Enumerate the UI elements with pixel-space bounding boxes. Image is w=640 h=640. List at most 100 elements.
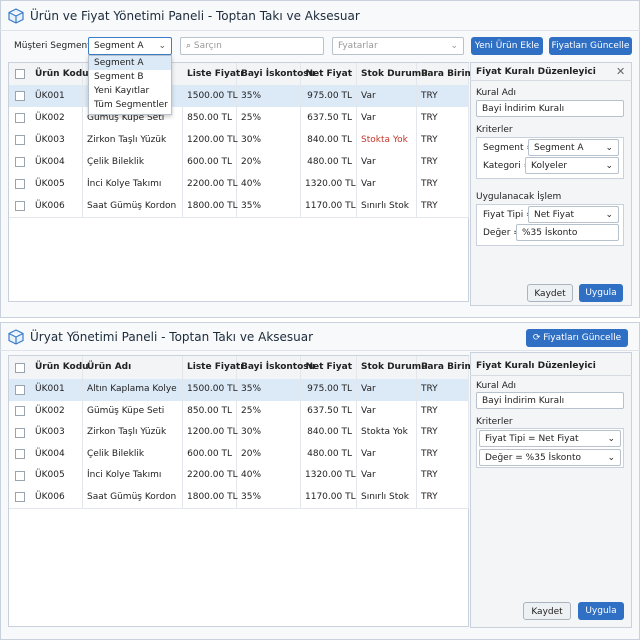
table-cell: ÜK005 — [31, 465, 83, 487]
dropdown-option[interactable]: Tüm Segmentler — [94, 100, 168, 110]
table-row: ÜK004 Çelik Bileklik 600.00 TL 20% 480.00 TL… — [9, 443, 469, 466]
row-checkbox — [15, 179, 25, 189]
table-cell: 35% — [237, 486, 301, 508]
column-header: Net Fiyat — [301, 356, 357, 379]
column-header: Stok Durumu — [357, 63, 428, 85]
apply-button[interactable]: Uygula — [579, 284, 623, 302]
column-header: Ürün Kodu — [31, 63, 89, 85]
row-checkbox — [15, 470, 25, 481]
table-cell: 30% — [237, 129, 301, 151]
table-cell: İnci Kolye Takımı — [83, 173, 183, 195]
app-icon — [8, 8, 24, 24]
row-checkbox — [15, 384, 25, 395]
segment-select[interactable]: Segment A ⌄ — [88, 37, 172, 55]
header-row: Ürün Kodu Ürün Adı Liste Fiyatı Bayi İskont… — [9, 356, 477, 380]
table-row: ÜK001 1500.00 TL 35% 975.00 TL Var TRY — [9, 85, 469, 108]
table-cell: Çelik Bileklik — [83, 443, 183, 465]
close-button[interactable]: ✕ — [616, 65, 626, 78]
table-cell: 30% — [237, 422, 301, 444]
row-checkbox — [15, 91, 25, 101]
table-cell: 1800.00 TL — [183, 195, 238, 217]
table-cell: Stokta Yok — [357, 422, 417, 444]
rule-name-input[interactable]: Bayi İndirim Kuralı — [476, 100, 624, 117]
table-cell: 480.00 TL — [301, 151, 357, 173]
value-input[interactable]: %35 İskonto — [516, 224, 619, 241]
table-cell: ÜK003 — [31, 129, 83, 151]
save-button[interactable]: Kaydet — [523, 602, 571, 620]
table-cell: ÜK003 — [31, 422, 83, 444]
dropdown-option[interactable]: Yeni Kayıtlar — [94, 86, 150, 96]
table-cell: ÜK005 — [31, 173, 83, 195]
table-cell: Var — [357, 400, 417, 422]
update-button[interactable]: Fiyatları Güncelle — [549, 37, 632, 55]
divider — [0, 350, 640, 351]
column-header: Bayi İskontosu — [237, 63, 315, 85]
table-cell: TRY — [417, 486, 469, 508]
table-row: ÜK005 İnci Kolye Takımı 2200.00 TL 40% 1320.… — [9, 465, 469, 488]
table-cell: Var — [357, 465, 417, 487]
table-cell: 637.50 TL — [301, 107, 357, 129]
table-row: ÜK003 Zirkon Taşlı Yüzük 1200.00 TL 30% 840.… — [9, 129, 469, 152]
table-cell: Çelik Bileklik — [83, 151, 183, 173]
table-cell: Zirkon Taşlı Yüzük — [83, 422, 183, 444]
row-checkbox — [15, 135, 25, 145]
category-criterion[interactable]: Kolyeler ⌄ — [525, 157, 619, 174]
column-header: Stok Durumu — [357, 356, 428, 379]
rule-label: Kural Adı — [476, 381, 516, 391]
category-value: Kolyeler — [531, 161, 568, 171]
table-cell: 2200.00 TL — [183, 465, 238, 487]
table-cell: 35% — [237, 195, 301, 217]
update-button[interactable]: ⟳ Fiyatları Güncelle — [526, 329, 628, 347]
divider — [470, 80, 632, 81]
apply-button[interactable]: Uygula — [578, 602, 624, 620]
title: Ürün ve Fiyat Yönetimi Paneli - Toptan T… — [30, 9, 360, 23]
table-cell: Saat Gümüş Kordon — [83, 195, 183, 217]
rule-name-input[interactable]: Bayi İndirim Kuralı — [476, 392, 624, 409]
price-type-select[interactable]: Net Fiyat ⌄ — [528, 206, 619, 223]
table-cell: 1200.00 TL — [183, 129, 238, 151]
price-filter[interactable]: Fyatarlar ⌄ — [332, 37, 464, 55]
price-filter-text: Fyatarlar — [338, 41, 378, 51]
row-checkbox — [15, 201, 25, 211]
table-cell: 600.00 TL — [183, 151, 237, 173]
table-cell: 480.00 TL — [301, 443, 357, 465]
divider — [470, 375, 632, 376]
row-checkbox — [15, 492, 25, 503]
rule-label: Kural Adı — [476, 88, 516, 98]
dropdown-option[interactable]: Segment A — [89, 56, 171, 70]
select-all-checkbox — [15, 362, 25, 373]
table-cell: Stokta Yok — [357, 129, 417, 151]
value-rule[interactable]: Değer = %35 İskonto ⌄ — [479, 449, 621, 466]
table-cell: ÜK004 — [31, 151, 83, 173]
table-cell: ÜK004 — [31, 443, 83, 465]
table-cell: Sınırlı Stok — [357, 195, 417, 217]
category-key: Kategori = — [483, 161, 532, 171]
price-type-rule[interactable]: Fiyat Tipi = Net Fiyat ⌄ — [479, 430, 621, 447]
column-header: Net Fiyat — [301, 63, 357, 85]
table-cell: 1320.00 TL — [301, 465, 357, 487]
table-cell: TRY — [417, 107, 469, 129]
table-cell: 1800.00 TL — [183, 486, 238, 508]
table-cell: Gumuş Küpe Seti — [83, 107, 183, 129]
add-button[interactable]: Yeni Ürün Ekle — [471, 37, 543, 55]
table-cell: ÜK006 — [31, 195, 83, 217]
table-cell: ÜK001 — [31, 379, 83, 401]
column-header: Liste Fiyatı — [183, 63, 243, 85]
row-checkbox — [15, 113, 25, 123]
dropdown-option[interactable]: Segment B — [94, 72, 144, 82]
table-cell: TRY — [417, 422, 469, 444]
segment-criterion[interactable]: Segment A ⌄ — [528, 139, 619, 156]
table-cell: TRY — [417, 85, 469, 107]
table-cell: TRY — [417, 173, 469, 195]
save-button[interactable]: Kaydet — [527, 284, 573, 302]
table-cell: 20% — [237, 151, 301, 173]
column-header: Para Birimi — [417, 356, 477, 379]
table-cell: Zirkon Taşlı Yüzük — [83, 129, 183, 151]
action-label: Uygulanacak İşlem — [476, 192, 562, 202]
search-input[interactable]: ⌕ Sarçın — [180, 37, 324, 55]
criteria-label: Kriterler — [476, 417, 513, 427]
table-cell: 1500.00 TL — [183, 379, 238, 401]
table-cell: TRY — [417, 129, 469, 151]
product-table: Ürün Kodu Liste Fiyatı Bayi İskontosu Net F… — [8, 62, 477, 302]
